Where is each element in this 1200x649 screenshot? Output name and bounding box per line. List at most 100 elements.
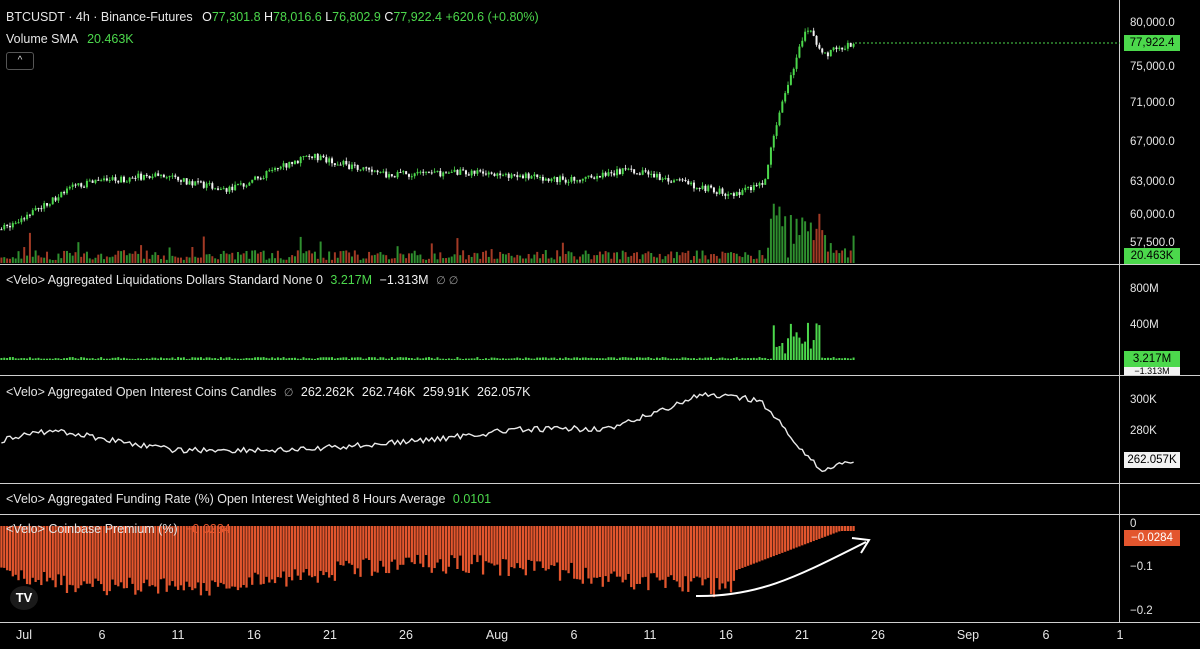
- liquidation-bar: [818, 325, 821, 360]
- price-candle: [125, 181, 128, 183]
- funding-plot[interactable]: [0, 484, 1120, 514]
- symbol-title[interactable]: BTCUSDT · 4h · Binance-Futures: [6, 10, 193, 24]
- price-candle: [621, 168, 624, 175]
- volume-bar: [755, 258, 758, 263]
- chart-area[interactable]: BTCUSDT · 4h · Binance-Futures O77,301.8…: [0, 0, 1200, 623]
- ohlc-open: 77,301.8: [211, 10, 261, 24]
- price-candle: [718, 188, 721, 194]
- premium-plot[interactable]: [0, 515, 1120, 622]
- liquidation-bar: [513, 358, 516, 360]
- funding-pane[interactable]: <Velo> Aggregated Funding Rate (%) Open …: [0, 484, 1200, 515]
- price-candle: [319, 155, 322, 161]
- time-axis[interactable]: Jul 6 11 16 21 26 Aug 6 11 16 21 26 Sep …: [0, 622, 1200, 649]
- premium-bar: [450, 526, 453, 556]
- premium-bar: [402, 526, 405, 565]
- volume-bar: [37, 255, 40, 263]
- open-interest-plot[interactable]: [0, 376, 1120, 483]
- liquidation-bar: [784, 353, 787, 360]
- price-candle: [724, 193, 727, 196]
- volume-bar: [105, 256, 108, 263]
- volume-bar: [396, 246, 399, 263]
- liquidation-bar: [279, 358, 282, 360]
- volume-bar: [242, 253, 245, 263]
- price-candle: [647, 171, 650, 175]
- price-candle: [519, 175, 522, 178]
- price-candle: [405, 171, 408, 175]
- price-candle: [382, 171, 385, 173]
- premium-bar: [521, 526, 525, 570]
- oi-low: 259.91K: [422, 385, 470, 399]
- price-candle: [328, 158, 331, 163]
- hidden-value-icon: ∅: [283, 387, 294, 399]
- premium-bar: [17, 526, 20, 581]
- liquidations-pane[interactable]: <Velo> Aggregated Liquidations Dollars S…: [0, 265, 1200, 376]
- premium-bar: [222, 526, 225, 585]
- premium-bar: [527, 526, 530, 560]
- liquidation-bar: [721, 357, 724, 360]
- premium-bar: [288, 526, 291, 577]
- price-candle: [413, 173, 416, 177]
- premium-bar: [60, 526, 63, 586]
- price-candle: [792, 68, 795, 76]
- price-candle: [593, 177, 596, 179]
- liquidation-bar: [487, 358, 490, 360]
- liquidations-tick: 400M: [1130, 319, 1159, 331]
- liquidation-bar: [710, 357, 713, 360]
- price-candle: [789, 75, 792, 85]
- volume-bar: [624, 252, 627, 263]
- price-candle: [778, 112, 781, 126]
- tradingview-logo[interactable]: TV: [10, 586, 38, 610]
- volume-bar: [581, 254, 584, 263]
- price-plot[interactable]: [0, 0, 1120, 264]
- open-interest-pane[interactable]: <Velo> Aggregated Open Interest Coins Ca…: [0, 376, 1200, 484]
- premium-pane[interactable]: 0 −0.1 −0.2 −0.0284: [0, 515, 1200, 623]
- volume-bar: [48, 259, 51, 263]
- volume-bar: [174, 256, 177, 263]
- volume-bar: [416, 255, 419, 263]
- premium-bar: [139, 526, 143, 592]
- liquidation-bar: [168, 358, 171, 360]
- price-candle: [63, 191, 66, 194]
- premium-bar: [655, 526, 659, 578]
- price-pane[interactable]: BTCUSDT · 4h · Binance-Futures O77,301.8…: [0, 0, 1200, 265]
- premium-bar: [387, 526, 391, 574]
- volume-bar: [376, 253, 379, 263]
- price-candle: [826, 52, 829, 57]
- liquidation-bar: [564, 357, 567, 360]
- annotation-arrowhead: [851, 537, 871, 554]
- liquidations-plot[interactable]: [0, 265, 1120, 375]
- liquidation-bar: [536, 357, 539, 360]
- price-candle: [311, 156, 314, 158]
- liquidations-legend: <Velo> Aggregated Liquidations Dollars S…: [6, 273, 458, 287]
- liquidation-bar: [707, 357, 710, 360]
- liquidation-bar: [23, 358, 26, 360]
- premium-bar: [721, 526, 724, 584]
- volume-bar: [792, 243, 795, 263]
- liquidation-bar: [519, 358, 522, 360]
- price-candle: [388, 174, 391, 178]
- price-candle: [26, 214, 29, 220]
- price-candle: [490, 172, 493, 174]
- premium-bar: [664, 526, 667, 588]
- liquidation-bar: [142, 358, 145, 360]
- liquidation-bar: [165, 358, 168, 360]
- price-candle: [202, 181, 205, 188]
- premium-bar: [484, 526, 488, 562]
- price-candle: [581, 178, 584, 181]
- liquidation-bar: [319, 357, 322, 360]
- premium-bar: [131, 526, 134, 584]
- liquidation-bar: [362, 358, 365, 360]
- price-candle: [607, 172, 610, 176]
- price-candle: [182, 178, 185, 182]
- premium-bar: [632, 526, 636, 590]
- collapse-legend-button[interactable]: ^: [6, 52, 34, 70]
- price-candle: [231, 186, 234, 191]
- oi-close: 262.057K: [476, 385, 531, 399]
- volume-bar: [325, 259, 328, 263]
- volume-bar: [353, 250, 356, 263]
- volume-bar: [547, 258, 550, 263]
- liquidation-bar: [530, 358, 533, 360]
- premium-bar: [342, 526, 345, 566]
- volume-bar: [296, 250, 299, 263]
- price-candle: [459, 169, 462, 175]
